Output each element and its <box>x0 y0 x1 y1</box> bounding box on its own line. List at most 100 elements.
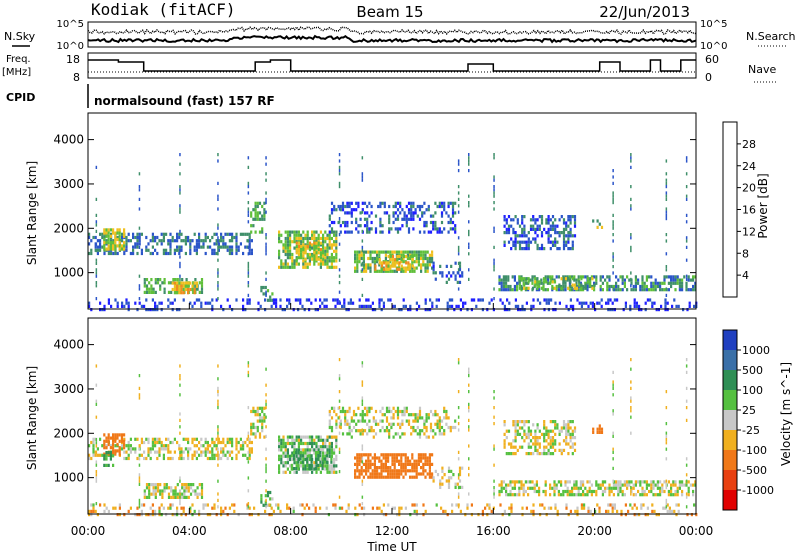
range-cell <box>630 409 632 413</box>
range-cell <box>557 288 560 292</box>
range-cell <box>398 506 401 510</box>
range-cell <box>209 456 212 461</box>
range-cell <box>583 506 586 510</box>
range-cell <box>468 268 470 272</box>
range-cell <box>565 426 568 430</box>
range-cell <box>202 242 205 246</box>
range-cell <box>145 456 148 461</box>
range-cell <box>193 453 196 457</box>
range-cell <box>187 287 190 292</box>
range-cell <box>138 374 141 378</box>
range-cell <box>284 448 287 452</box>
range-cell <box>167 450 170 454</box>
range-cell <box>393 453 396 457</box>
range-cell <box>493 178 495 182</box>
range-cell <box>358 304 361 308</box>
range-cell <box>429 429 433 433</box>
range-cell <box>468 466 470 470</box>
range-cell <box>330 211 334 215</box>
range-cell <box>217 268 219 272</box>
range-cell <box>189 492 193 496</box>
range-cell <box>356 466 359 470</box>
range-cell <box>608 275 611 279</box>
range-cell <box>314 506 317 510</box>
range-cell <box>407 267 410 271</box>
range-cell <box>621 278 624 282</box>
range-cell <box>549 240 552 244</box>
range-cell <box>396 217 400 221</box>
range-cell <box>170 281 173 285</box>
range-cell <box>411 453 414 457</box>
range-cell <box>280 457 283 462</box>
range-cell <box>549 486 552 490</box>
range-cell <box>322 262 325 266</box>
range-cell <box>138 297 141 301</box>
range-cell <box>412 413 415 417</box>
range-cell <box>538 227 541 231</box>
range-cell <box>631 506 634 510</box>
range-cell <box>308 441 311 446</box>
range-cell <box>330 201 334 205</box>
range-cell <box>151 440 154 445</box>
range-cell <box>319 256 322 260</box>
range-cell <box>611 308 614 312</box>
range-cell <box>347 506 350 510</box>
range-cell <box>118 231 121 235</box>
range-cell <box>335 208 338 212</box>
range-cell <box>352 208 356 212</box>
range-cell <box>215 444 218 448</box>
range-cell <box>169 456 172 461</box>
range-cell <box>322 236 325 241</box>
range-cell <box>395 475 398 479</box>
range-cell <box>381 201 384 205</box>
range-cell <box>675 513 678 517</box>
range-cell <box>410 211 413 215</box>
range-cell <box>417 453 420 457</box>
range-cell <box>685 457 688 461</box>
range-cell <box>366 227 369 231</box>
range-cell <box>361 447 364 451</box>
range-cell <box>258 217 262 221</box>
range-cell <box>107 237 110 242</box>
range-cell <box>161 281 164 285</box>
range-cell <box>391 261 395 265</box>
range-cell <box>459 509 462 513</box>
range-cell <box>442 509 445 513</box>
range-cell <box>132 232 135 236</box>
range-cell <box>521 231 524 235</box>
range-cell <box>256 214 259 218</box>
range-cell <box>657 308 660 312</box>
range-cell <box>263 413 266 417</box>
range-cell <box>107 301 110 305</box>
range-cell <box>529 452 533 456</box>
range-cell <box>577 288 580 292</box>
range-cell <box>336 301 339 305</box>
range-cell <box>592 219 595 223</box>
range-cell <box>470 513 473 517</box>
colorbar-tick-label: 100 <box>742 384 763 397</box>
range-cell <box>584 493 587 497</box>
range-cell <box>449 217 452 221</box>
range-cell <box>366 204 369 209</box>
range-cell <box>417 459 420 463</box>
range-cell <box>379 201 382 205</box>
range-cell <box>161 489 164 493</box>
range-cell <box>178 251 181 256</box>
range-cell <box>527 426 530 430</box>
range-cell <box>612 284 615 289</box>
range-cell <box>461 466 464 470</box>
range-cell <box>665 181 668 185</box>
range-cell <box>348 422 351 426</box>
range-cell <box>456 280 459 284</box>
range-cell <box>586 284 589 289</box>
range-cell <box>591 286 594 290</box>
range-cell <box>180 248 183 252</box>
range-cell <box>194 278 197 282</box>
range-cell <box>418 406 422 410</box>
range-cell <box>160 301 163 305</box>
range-cell <box>354 506 357 510</box>
range-cell <box>371 250 374 254</box>
range-cell <box>304 257 307 261</box>
range-cell <box>279 509 282 513</box>
range-cell <box>514 432 517 436</box>
